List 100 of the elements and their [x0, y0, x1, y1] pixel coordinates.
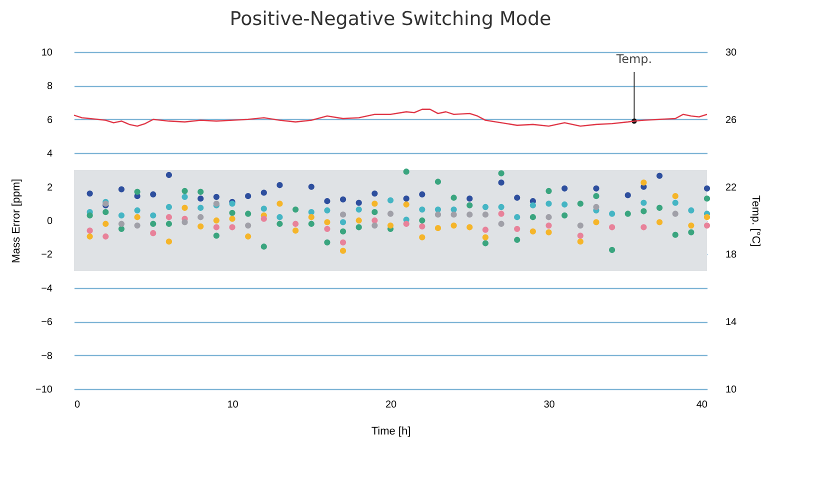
- point: [276, 200, 283, 207]
- point: [419, 191, 426, 198]
- point: [260, 216, 267, 222]
- point: [182, 204, 188, 211]
- point: [387, 197, 394, 204]
- point: [577, 232, 584, 239]
- point: [229, 224, 236, 230]
- point: [434, 206, 442, 213]
- point: [134, 207, 140, 214]
- point: [198, 223, 204, 230]
- point: [134, 188, 140, 195]
- point: [403, 168, 410, 175]
- point: [450, 222, 457, 229]
- point: [356, 200, 362, 206]
- x-tick-label: 30: [544, 400, 556, 410]
- point: [308, 184, 314, 190]
- point: [213, 217, 220, 224]
- point: [229, 210, 236, 216]
- point: [608, 246, 616, 254]
- point: [372, 222, 378, 229]
- point: [482, 226, 489, 233]
- point: [688, 229, 694, 236]
- point: [403, 196, 410, 202]
- point: [86, 190, 93, 197]
- point: [213, 194, 220, 200]
- point: [356, 206, 362, 213]
- point: [86, 233, 93, 240]
- point: [530, 202, 536, 208]
- point: [244, 192, 252, 200]
- y2-tick-label: 14: [726, 317, 738, 328]
- y-tick-label: −8: [41, 350, 53, 362]
- point: [102, 209, 109, 216]
- point: [166, 214, 172, 220]
- point: [340, 196, 346, 203]
- point: [466, 224, 473, 230]
- point: [688, 207, 694, 214]
- x-axis-title: Time [h]: [371, 426, 411, 438]
- point: [260, 244, 267, 250]
- point: [182, 194, 188, 200]
- point: [324, 226, 330, 232]
- point: [213, 224, 220, 230]
- point: [514, 194, 520, 201]
- point: [86, 228, 93, 234]
- y-axis-title: Mass Error [ppm]: [10, 178, 23, 264]
- point: [403, 220, 410, 227]
- point: [324, 207, 330, 214]
- y-tick-label: −10: [36, 384, 53, 396]
- point: [324, 219, 330, 226]
- point: [276, 182, 283, 188]
- y2-tick-label: 26: [726, 114, 738, 126]
- y2-tick-label: 18: [726, 250, 738, 261]
- y-tick-label: 8: [46, 81, 53, 92]
- y-tick-label: −6: [41, 317, 53, 328]
- point: [546, 188, 552, 194]
- point: [166, 220, 172, 227]
- point: [260, 190, 267, 196]
- point: [561, 185, 568, 192]
- point: [118, 220, 125, 227]
- point: [150, 191, 156, 198]
- point: [624, 210, 631, 217]
- point: [182, 219, 188, 226]
- point: [546, 214, 552, 220]
- y-tick-label: 10: [41, 48, 53, 58]
- point: [482, 204, 489, 210]
- point: [340, 212, 346, 218]
- point: [324, 198, 330, 204]
- point: [624, 192, 631, 198]
- point: [498, 204, 504, 210]
- point: [276, 214, 283, 220]
- point: [546, 200, 552, 207]
- point: [198, 214, 204, 220]
- point: [118, 226, 125, 232]
- point: [387, 210, 394, 217]
- point: [372, 190, 378, 197]
- point: [608, 224, 616, 230]
- point: [244, 222, 252, 229]
- x-tick-label: 40: [696, 400, 708, 410]
- point: [403, 201, 410, 208]
- point: [577, 238, 584, 245]
- point: [292, 206, 299, 213]
- point: [608, 210, 616, 217]
- point: [498, 210, 504, 217]
- point: [514, 236, 520, 243]
- point: [593, 185, 600, 192]
- point: [704, 196, 710, 202]
- point: [340, 248, 346, 254]
- point: [482, 212, 489, 218]
- point: [292, 220, 299, 227]
- point: [498, 170, 504, 176]
- y-tick-label: 4: [46, 148, 53, 160]
- point: [102, 220, 109, 227]
- point: [434, 212, 442, 218]
- point: [656, 219, 663, 226]
- point: [672, 210, 678, 217]
- point: [150, 220, 156, 227]
- chart-title: Positive-Negative Switching Mode: [230, 8, 552, 30]
- point: [498, 220, 504, 227]
- point: [419, 234, 426, 240]
- point: [672, 200, 678, 206]
- point: [198, 188, 204, 195]
